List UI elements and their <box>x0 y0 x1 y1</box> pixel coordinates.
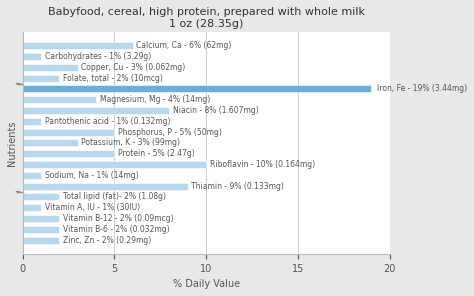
Bar <box>22 204 41 211</box>
Bar <box>22 118 41 125</box>
Text: Carbohydrates - 1% (3.29g): Carbohydrates - 1% (3.29g) <box>45 52 151 61</box>
Text: Zinc, Zn - 2% (0.29mg): Zinc, Zn - 2% (0.29mg) <box>63 236 151 245</box>
Bar <box>22 64 78 71</box>
Text: Niacin - 8% (1.607mg): Niacin - 8% (1.607mg) <box>173 106 259 115</box>
Bar <box>22 172 41 179</box>
Bar <box>22 237 59 244</box>
Text: Vitamin B-12 - 2% (0.09mcg): Vitamin B-12 - 2% (0.09mcg) <box>63 214 173 223</box>
Y-axis label: Nutrients: Nutrients <box>7 120 17 166</box>
Bar <box>22 150 114 157</box>
Text: Potassium, K - 3% (99mg): Potassium, K - 3% (99mg) <box>81 139 180 147</box>
Bar <box>22 86 372 92</box>
Text: Thiamin - 9% (0.133mg): Thiamin - 9% (0.133mg) <box>191 182 284 191</box>
X-axis label: % Daily Value: % Daily Value <box>173 279 240 289</box>
Bar <box>22 194 59 200</box>
Text: Sodium, Na - 1% (14mg): Sodium, Na - 1% (14mg) <box>45 171 138 180</box>
Bar <box>22 53 41 60</box>
Bar <box>22 42 133 49</box>
Text: Calcium, Ca - 6% (62mg): Calcium, Ca - 6% (62mg) <box>137 41 232 50</box>
Bar <box>22 183 188 190</box>
Bar <box>22 139 78 147</box>
Bar <box>22 75 59 82</box>
Text: Pantothenic acid - 1% (0.132mg): Pantothenic acid - 1% (0.132mg) <box>45 117 170 126</box>
Bar <box>22 107 169 114</box>
Bar <box>22 226 59 233</box>
Title: Babyfood, cereal, high protein, prepared with whole milk
1 oz (28.35g): Babyfood, cereal, high protein, prepared… <box>48 7 365 28</box>
Bar <box>22 215 59 222</box>
Text: Magnesium, Mg - 4% (14mg): Magnesium, Mg - 4% (14mg) <box>100 95 210 104</box>
Text: Total lipid (fat)- 2% (1.08g): Total lipid (fat)- 2% (1.08g) <box>63 192 166 202</box>
Text: Folate, total - 2% (10mcg): Folate, total - 2% (10mcg) <box>63 74 163 83</box>
Text: Vitamin A, IU - 1% (30IU): Vitamin A, IU - 1% (30IU) <box>45 203 140 212</box>
Text: Iron, Fe - 19% (3.44mg): Iron, Fe - 19% (3.44mg) <box>377 84 467 94</box>
Text: Phosphorus, P - 5% (50mg): Phosphorus, P - 5% (50mg) <box>118 128 222 137</box>
Text: Vitamin B-6 - 2% (0.032mg): Vitamin B-6 - 2% (0.032mg) <box>63 225 170 234</box>
Bar <box>22 161 206 168</box>
Bar <box>22 96 96 103</box>
Text: Copper, Cu - 3% (0.062mg): Copper, Cu - 3% (0.062mg) <box>81 63 185 72</box>
Bar <box>22 129 114 136</box>
Text: Riboflavin - 10% (0.164mg): Riboflavin - 10% (0.164mg) <box>210 160 315 169</box>
Text: Protein - 5% (2.47g): Protein - 5% (2.47g) <box>118 149 195 158</box>
